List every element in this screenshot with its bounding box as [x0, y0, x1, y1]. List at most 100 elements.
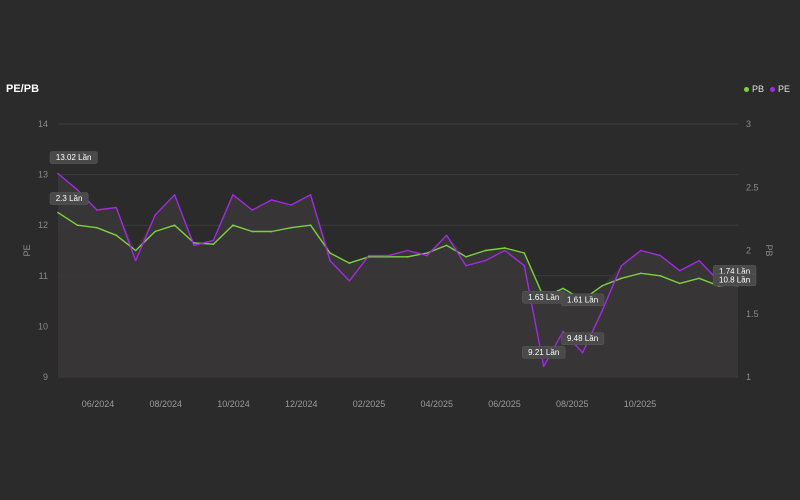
y2-tick-label: 1.5: [746, 309, 759, 319]
pb-point: [270, 230, 273, 233]
y-tick-label: 9: [43, 372, 48, 382]
pe-point: [620, 264, 623, 267]
pb-point: [601, 285, 603, 287]
pe-point: [57, 172, 59, 175]
pb-point: [193, 242, 195, 244]
y-axis-label: PE: [22, 244, 32, 256]
annotation-box: [49, 151, 98, 164]
y2-tick-label: 2: [746, 246, 751, 256]
pe-point: [426, 254, 428, 257]
pb-point: [329, 252, 331, 254]
pe-point: [698, 259, 700, 262]
y2-axis-label: PB: [764, 244, 774, 256]
pe-point: [659, 254, 662, 257]
pb-point: [620, 277, 623, 280]
annotation-label: 10.8 Lần: [719, 275, 750, 284]
legend-item-pe[interactable]: PE: [769, 84, 790, 94]
pb-point: [465, 256, 467, 258]
pe-point: [465, 264, 467, 267]
x-tick-label: 10/2024: [217, 399, 250, 409]
annotation-box: [49, 192, 89, 205]
pb-point: [76, 224, 79, 226]
pb-point: [251, 230, 254, 233]
pb-point: [348, 262, 351, 264]
legend-label-pe: PE: [777, 84, 790, 94]
pe-point: [251, 209, 254, 211]
pe-point: [445, 234, 448, 237]
pb-point: [523, 252, 526, 254]
y-tick-label: 11: [39, 271, 48, 281]
legend-label-pb: PB: [751, 84, 764, 94]
x-tick-label: 04/2025: [420, 399, 453, 409]
pe-point: [193, 244, 195, 247]
annotation-box: [560, 332, 605, 345]
pe-point: [290, 204, 292, 206]
pb-point: [640, 272, 642, 275]
y-tick-label: 12: [38, 220, 48, 230]
annotation-label: 9.48 Lần: [567, 334, 598, 343]
x-tick-label: 02/2025: [353, 399, 386, 409]
pe-point: [154, 214, 156, 216]
pe-series-line: [57, 173, 739, 368]
annotation-box: [522, 346, 566, 359]
legend: PB PE: [743, 84, 790, 94]
pb-point: [484, 249, 487, 252]
area-fill: [58, 173, 738, 377]
x-tick-label: 12/2024: [285, 399, 318, 409]
pe-dot-icon: [769, 86, 775, 92]
pe-point: [348, 280, 351, 282]
y-tick-label: 10: [38, 321, 48, 331]
pe-point: [484, 259, 487, 262]
pe-point: [96, 209, 98, 211]
pb-series-line: [57, 212, 739, 301]
annotation-label: 1.63 Lần: [528, 293, 559, 302]
annotation-label: 13.02 Lần: [56, 153, 92, 162]
pb-point: [659, 275, 662, 277]
legend-item-pb[interactable]: PB: [743, 84, 764, 94]
pb-point: [678, 282, 681, 285]
y2-tick-label: 3: [746, 119, 751, 129]
pe-point: [232, 194, 234, 196]
pb-point: [212, 243, 215, 245]
pb-point: [368, 256, 370, 258]
pe-point: [309, 194, 312, 196]
y-tick-label: 14: [38, 119, 48, 129]
y-tick-label: 13: [38, 170, 48, 180]
annotation-label: 2.3 Lần: [56, 194, 83, 203]
x-tick-label: 08/2025: [556, 399, 589, 409]
pe-point: [329, 259, 331, 262]
annotation-box: [560, 293, 605, 307]
pb-dot-icon: [743, 86, 749, 92]
annotation-label: 1.61 Lần: [567, 295, 598, 304]
annotation-label: 9.21 Lần: [528, 348, 559, 357]
pe-point: [581, 351, 584, 354]
pe-point: [134, 259, 137, 262]
annotation-label: 1.74 Lần: [719, 267, 750, 276]
pe-point: [270, 199, 273, 201]
pb-point: [426, 252, 428, 254]
pb-point: [173, 224, 176, 226]
pe-point: [368, 254, 370, 257]
pe-point: [678, 269, 681, 272]
x-tick-label: 08/2024: [149, 399, 182, 409]
pe-point: [601, 310, 603, 313]
pb-point: [96, 226, 98, 229]
pe-point: [387, 254, 390, 257]
pe-point: [76, 188, 79, 191]
pb-point: [115, 234, 118, 237]
pb-point: [309, 224, 312, 226]
pb-point: [290, 226, 292, 229]
pb-point: [154, 230, 156, 233]
pb-point: [698, 277, 700, 280]
x-tick-label: 06/2025: [488, 399, 521, 409]
pb-point: [387, 256, 390, 258]
pb-point: [406, 256, 409, 258]
pb-point: [504, 247, 506, 249]
pe-point: [542, 365, 545, 368]
x-tick-label: 06/2024: [82, 399, 115, 409]
pb-point: [134, 249, 137, 252]
pe-point: [115, 206, 118, 209]
pb-point: [232, 224, 234, 226]
y2-tick-label: 1: [746, 372, 751, 382]
